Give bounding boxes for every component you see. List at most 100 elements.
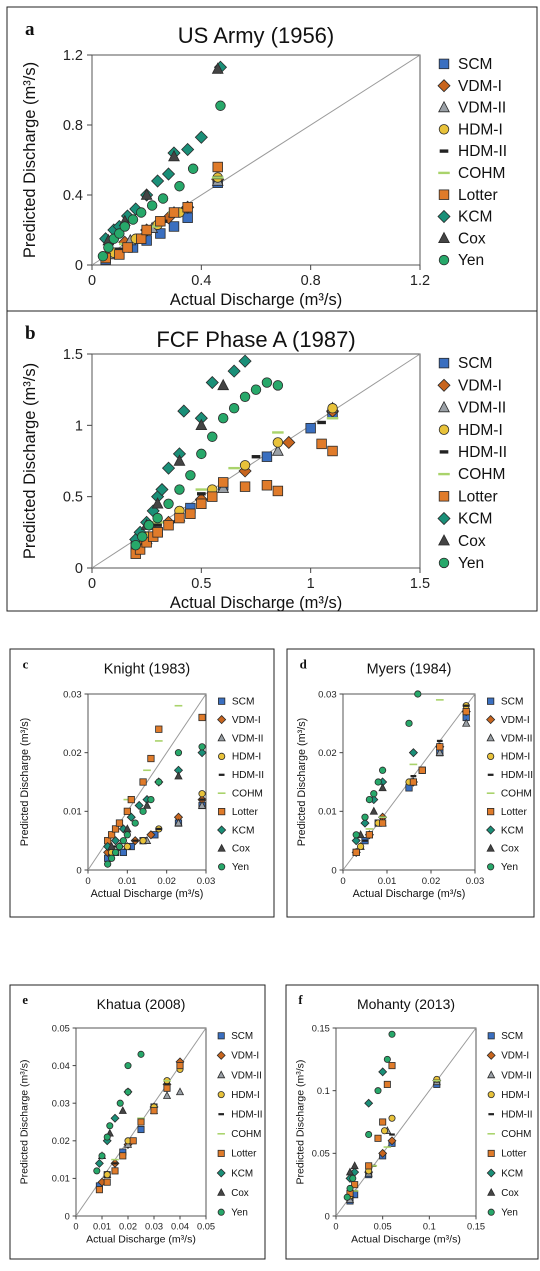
data-point <box>137 1050 145 1058</box>
data-point <box>123 798 132 801</box>
x-tick-label: 0.02 <box>157 876 176 887</box>
y-tick-label: 0 <box>331 865 336 876</box>
legend-swatch <box>217 843 226 852</box>
series-cohm <box>365 699 444 830</box>
legend-swatch <box>217 1070 226 1079</box>
x-tick-label: 0.01 <box>118 876 137 887</box>
data-point <box>327 403 338 414</box>
y-tick-label: 0.01 <box>318 807 337 818</box>
legend-label: VDM-II <box>501 733 533 744</box>
y-tick-label: 0.1 <box>317 1086 330 1096</box>
data-point <box>345 1167 355 1176</box>
series-hdm-ii <box>112 798 205 848</box>
data-point <box>174 181 185 192</box>
legend-swatch <box>486 1168 496 1178</box>
data-point <box>174 704 183 707</box>
x-tick-label: 1.5 <box>410 576 430 592</box>
data-point <box>152 512 163 524</box>
legend-label: HDM-I <box>458 121 503 138</box>
data-point <box>364 1098 374 1108</box>
panel-letter: c <box>23 657 29 672</box>
data-point <box>374 1087 382 1095</box>
data-point <box>137 1118 145 1126</box>
data-point <box>111 1167 119 1175</box>
data-point <box>134 800 144 811</box>
data-point <box>198 790 206 798</box>
legend-label: SCM <box>231 1031 253 1042</box>
data-point <box>272 485 284 497</box>
data-point <box>360 818 370 828</box>
legend: SCM VDM-I VDM-II HDM-I HDM-II COHM Lotter KCM Co… <box>216 1031 262 1218</box>
legend: SCM VDM-I VDM-II HDM-I HDM-II COHM Lotter KCM Co… <box>437 56 507 269</box>
data-point <box>112 845 119 848</box>
x-axis-label: Actual Discharge (m³/s) <box>170 291 342 309</box>
series-hdm-i <box>103 1065 184 1179</box>
x-tick-label: 0.01 <box>378 876 397 887</box>
data-point <box>436 739 443 743</box>
panel-letter: a <box>25 19 35 40</box>
data-point <box>196 498 207 510</box>
data-point <box>436 743 444 751</box>
legend-label: SCM <box>501 697 524 708</box>
data-point <box>250 384 262 395</box>
legend-swatch <box>487 697 495 705</box>
data-point <box>217 413 229 424</box>
legend-label: COHM <box>501 1129 531 1140</box>
data-point <box>103 1178 111 1186</box>
data-point <box>155 216 166 227</box>
data-point <box>207 491 218 502</box>
legend-swatch <box>438 100 450 113</box>
chart-title: Mohanty (2013) <box>357 996 455 1012</box>
data-point <box>137 1117 145 1120</box>
y-tick-label: 0.02 <box>52 1136 70 1146</box>
data-point <box>228 403 240 414</box>
data-point <box>137 531 148 542</box>
legend-swatch <box>487 773 494 776</box>
x-tick-label: 0.4 <box>191 273 211 289</box>
data-point <box>139 778 147 786</box>
series-kcm <box>351 748 418 846</box>
data-point <box>168 221 180 232</box>
legend-label: Yen <box>501 862 518 873</box>
data-point <box>352 848 360 857</box>
data-point <box>110 836 121 846</box>
y-tick-label: 1.5 <box>63 347 83 363</box>
data-point <box>198 743 206 751</box>
panel-letter: d <box>300 657 308 672</box>
data-point <box>163 498 174 510</box>
data-point <box>176 1062 184 1070</box>
y-tick-label: 0 <box>76 865 81 876</box>
legend-swatch <box>438 424 450 435</box>
data-point <box>104 860 112 868</box>
data-point <box>123 831 131 839</box>
legend-swatch <box>439 149 449 153</box>
data-point <box>211 62 224 74</box>
legend-label: SCM <box>458 355 492 372</box>
legend-swatch <box>486 825 496 835</box>
x-tick-label: 0 <box>340 876 345 887</box>
y-axis-label: Predicted Discharge (m³/s) <box>21 62 39 258</box>
x-tick-label: 0 <box>88 576 96 592</box>
data-point <box>124 1088 132 1096</box>
data-point <box>251 455 261 459</box>
data-point <box>228 466 240 470</box>
data-point <box>185 508 196 519</box>
series-cohm <box>123 704 183 801</box>
data-point <box>107 841 116 850</box>
data-point <box>114 249 125 260</box>
legend-label: VDM-II <box>232 733 264 744</box>
data-point <box>174 771 183 780</box>
data-point <box>197 492 206 496</box>
y-tick-label: 0.05 <box>52 1023 70 1033</box>
data-point <box>119 837 128 845</box>
data-point <box>127 214 139 225</box>
legend-label: COHM <box>231 1129 261 1140</box>
series-cox <box>356 783 387 839</box>
data-point <box>173 454 186 466</box>
legend-label: HDM-II <box>458 143 507 160</box>
data-point <box>174 749 183 757</box>
legend-swatch <box>439 450 449 454</box>
x-tick-label: 0.05 <box>374 1222 392 1232</box>
legend-swatch <box>487 1149 495 1157</box>
data-point <box>198 713 206 722</box>
